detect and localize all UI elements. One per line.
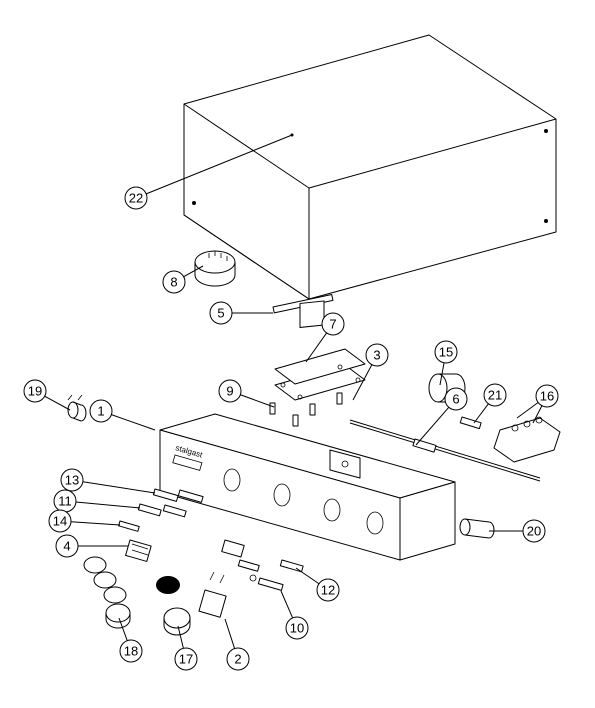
callout-label-9: 9 — [226, 384, 233, 399]
callout-label-17: 17 — [179, 652, 193, 667]
part-indicator-lamp — [68, 395, 86, 421]
leader-6 — [416, 407, 449, 445]
callout-label-8: 8 — [170, 275, 177, 290]
part-fuse — [460, 417, 481, 429]
callout-label-7: 7 — [329, 317, 336, 332]
part-switch — [126, 540, 152, 561]
leader-8 — [184, 266, 203, 277]
callout-label-3: 3 — [373, 348, 380, 363]
part-terminal-block — [494, 417, 560, 462]
part-small-cluster-right — [222, 540, 303, 590]
callout-label-20: 20 — [527, 524, 541, 539]
callout-label-13: 13 — [65, 473, 79, 488]
part-front-panel: stalgast — [160, 414, 455, 560]
callout-label-4: 4 — [63, 539, 70, 554]
leader-1 — [111, 415, 155, 430]
callout-label-18: 18 — [124, 644, 138, 659]
part-pressure-switch — [195, 251, 235, 286]
leader-16 — [517, 403, 538, 418]
callout-label-15: 15 — [439, 345, 453, 360]
part-tube — [460, 519, 494, 538]
callout-label-10: 10 — [290, 621, 304, 636]
part-small-cluster-left — [119, 489, 203, 531]
leader-2 — [225, 619, 235, 649]
leader-10 — [281, 591, 293, 618]
leader-14 — [71, 522, 120, 525]
leader-21 — [474, 404, 488, 423]
leader-17 — [178, 626, 183, 648]
callout-label-14: 14 — [53, 514, 67, 529]
leader-11 — [76, 502, 140, 508]
callout-label-11: 11 — [58, 494, 72, 509]
part-pcb — [275, 301, 365, 400]
center-ref-dot — [291, 134, 294, 137]
part-knobs — [84, 557, 226, 635]
leader-12 — [296, 568, 319, 584]
part-top-cover — [184, 35, 556, 299]
callout-label-21: 21 — [488, 388, 502, 403]
callout-label-22: 22 — [129, 191, 143, 206]
callout-label-1: 1 — [97, 404, 104, 419]
callout-label-12: 12 — [321, 583, 335, 598]
callout-label-19: 19 — [28, 384, 42, 399]
exploded-diagram: stalgast — [0, 0, 595, 708]
leader-9 — [240, 395, 274, 407]
leader-13 — [83, 482, 155, 493]
callout-label-2: 2 — [234, 652, 241, 667]
part-standoffs — [270, 393, 342, 426]
leader-19 — [45, 396, 70, 410]
callout-label-16: 16 — [540, 389, 554, 404]
callout-label-6: 6 — [452, 392, 459, 407]
callout-label-5: 5 — [217, 306, 224, 321]
